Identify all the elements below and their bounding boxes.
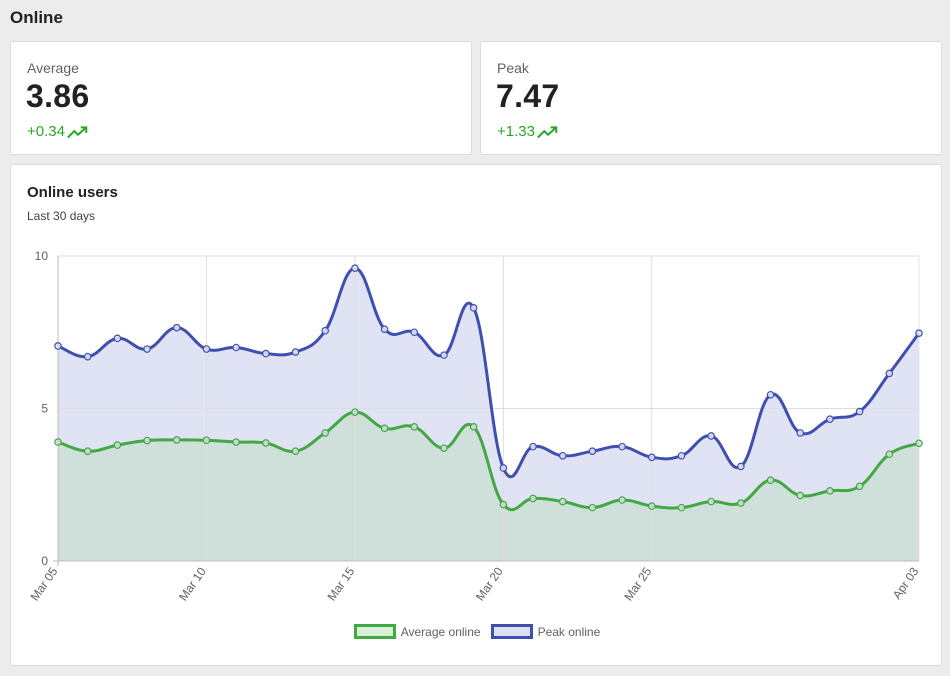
average-data-point	[232, 438, 240, 446]
x-tick-label: Mar 15	[324, 564, 357, 603]
peak-data-point	[766, 390, 775, 399]
legend-label-peak: Peak online	[537, 624, 601, 639]
legend-swatch-average	[353, 624, 396, 639]
average-data-point	[826, 487, 834, 495]
average-delta: +0.34	[27, 123, 89, 140]
page-title: Online	[10, 8, 63, 27]
peak-data-point	[647, 453, 656, 462]
peak-delta-text: +1.33	[497, 123, 535, 140]
peak-data-point	[558, 451, 567, 460]
average-data-point	[262, 439, 270, 447]
average-data-point	[351, 408, 359, 416]
x-tick-label: Mar 25	[621, 564, 654, 603]
average-data-point	[915, 439, 923, 448]
peak-data-point	[737, 462, 745, 471]
peak-data-point	[677, 451, 686, 460]
peak-data-point	[885, 369, 894, 378]
peak-value: 7.47	[496, 78, 560, 114]
peak-delta: +1.33	[497, 123, 559, 140]
average-data-point	[796, 491, 805, 500]
peak-stat-card: Peak 7.47 +1.33	[480, 41, 942, 155]
average-data-point	[529, 494, 537, 503]
average-data-point	[855, 482, 864, 491]
average-data-point	[558, 497, 567, 506]
average-data-point	[410, 422, 419, 431]
chart-subtitle: Last 30 days	[27, 209, 96, 223]
x-tick-label: Apr 03	[890, 564, 922, 601]
peak-data-point	[262, 349, 270, 358]
peak-data-point	[529, 442, 537, 451]
peak-data-point	[915, 329, 923, 337]
x-tick-label: Mar 10	[176, 564, 209, 603]
average-data-point	[766, 476, 775, 484]
y-tick-label: 5	[41, 402, 48, 416]
average-data-point	[113, 441, 122, 449]
peak-data-point	[499, 464, 508, 472]
average-stat-card: Average 3.86 +0.34	[10, 41, 472, 155]
peak-data-point	[826, 415, 834, 423]
average-area	[58, 412, 919, 561]
peak-data-point	[440, 351, 448, 359]
legend-item-peak[interactable]: Peak online	[490, 624, 601, 639]
x-tick-label: Mar 05	[28, 564, 61, 603]
peak-data-point	[113, 334, 122, 343]
peak-label: Peak	[497, 60, 529, 76]
trending-up-icon	[67, 125, 88, 138]
average-delta-text: +0.34	[27, 123, 65, 140]
trending-up-icon	[537, 125, 558, 138]
average-data-point	[707, 497, 715, 506]
peak-data-point	[796, 429, 805, 437]
average-data-point	[291, 447, 300, 456]
average-label: Average	[27, 60, 79, 76]
peak-data-point	[321, 326, 330, 335]
peak-data-point	[291, 348, 300, 356]
average-data-point	[588, 503, 597, 512]
peak-data-point	[469, 304, 478, 312]
average-data-point	[172, 436, 181, 444]
peak-data-point	[855, 407, 864, 416]
average-value: 3.86	[26, 78, 90, 114]
peak-data-point	[380, 325, 389, 334]
legend-label-average: Average online	[400, 624, 481, 639]
online-users-card: 0 5 10 Mar 05 Mar 10 Mar 15 Mar 20 Mar 25 Apr 03…	[10, 164, 942, 666]
peak-data-point	[202, 345, 211, 353]
average-data-point	[440, 444, 448, 452]
average-data-point	[499, 500, 508, 509]
average-data-point	[737, 499, 745, 507]
average-data-point	[677, 503, 686, 512]
peak-data-point	[351, 264, 359, 273]
peak-data-point	[172, 323, 181, 332]
y-tick-label: 0	[41, 554, 48, 568]
average-data-point	[618, 496, 626, 504]
legend-swatch-peak	[490, 624, 533, 639]
peak-data-point	[232, 343, 240, 352]
online-users-chart: 0 5 10 Mar 05 Mar 10 Mar 15 Mar 20 Mar 25 Apr 03	[28, 249, 923, 603]
peak-data-point	[143, 345, 151, 353]
chart-legend: Average online Peak online	[11, 624, 943, 639]
average-data-point	[202, 436, 211, 445]
peak-data-point	[618, 442, 626, 451]
peak-data-point	[54, 342, 62, 350]
peak-data-point	[83, 352, 92, 361]
average-data-point	[885, 450, 894, 459]
average-data-point	[321, 429, 330, 437]
average-data-point	[83, 447, 92, 456]
chart-title: Online users	[27, 184, 118, 201]
average-data-point	[380, 424, 389, 433]
peak-data-point	[410, 328, 419, 337]
peak-data-point	[588, 447, 597, 456]
average-data-point	[647, 502, 656, 510]
x-tick-label: Mar 20	[473, 564, 506, 603]
average-data-point	[469, 422, 478, 431]
average-data-point	[143, 436, 151, 445]
y-tick-label: 10	[35, 249, 49, 263]
average-data-point	[54, 438, 62, 446]
peak-data-point	[707, 432, 715, 440]
legend-item-average[interactable]: Average online	[353, 624, 481, 639]
